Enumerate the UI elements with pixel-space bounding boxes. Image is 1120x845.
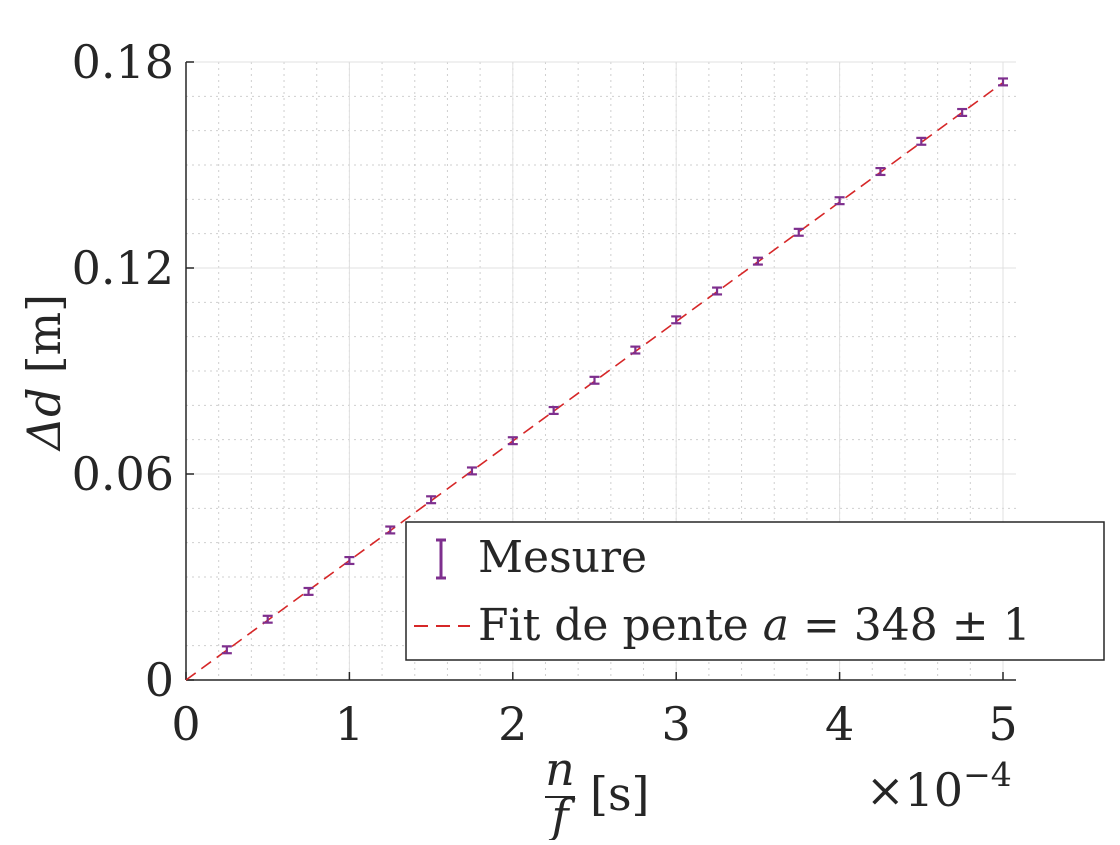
y-tick-label: 0	[145, 653, 174, 707]
y-label-symbol: Δd	[17, 387, 71, 452]
measure-point	[507, 436, 518, 446]
x-tick-label: 2	[498, 697, 527, 751]
measure-point	[834, 196, 845, 206]
y-label-unit: [m]	[17, 294, 71, 374]
measure-point	[548, 405, 559, 416]
measure-series	[221, 77, 1008, 655]
y-tick-label: 0.18	[72, 35, 174, 89]
measure-point	[752, 256, 763, 266]
x-tick-label: 4	[825, 697, 854, 751]
measure-point	[793, 227, 804, 237]
x-label-numerator: n	[545, 742, 575, 796]
measure-point	[466, 466, 477, 476]
svg-text:Δd[m]: Δd [m]	[17, 294, 71, 452]
fit-line	[185, 81, 1004, 681]
x-tick-labels: 0 1 2 3 4 5	[171, 697, 1017, 751]
x-tick-label: 5	[988, 697, 1017, 751]
legend: Mesure Fit de pente a = 348 ± 1	[405, 521, 1105, 661]
measure-point	[998, 77, 1008, 87]
legend-label-mesure: Mesure	[478, 532, 647, 583]
y-axis-label: Δd [m]	[17, 294, 71, 452]
x-tick-label: 1	[335, 697, 364, 751]
measure-point	[426, 495, 437, 505]
measure-point	[916, 136, 927, 146]
measure-point	[957, 107, 968, 118]
measure-point	[589, 375, 600, 385]
legend-marker-mesure	[436, 538, 446, 580]
x-multiplier-exponent: −4	[963, 755, 1012, 794]
x-tick-label: 3	[662, 697, 691, 751]
measure-point	[344, 555, 355, 566]
measure-point	[712, 286, 723, 296]
measure-point	[630, 345, 641, 355]
y-tick-labels: 0 0.06 0.12 0.18	[72, 35, 174, 707]
x-label-unit: [s]	[590, 767, 650, 821]
fit-line-series	[185, 81, 1004, 681]
measure-point	[262, 614, 273, 624]
measure-point	[875, 166, 886, 177]
measure-point	[221, 645, 232, 655]
y-tick-label: 0.12	[72, 241, 174, 295]
measure-point	[303, 586, 314, 596]
x-tick-label: 0	[171, 697, 200, 751]
measure-point	[385, 525, 396, 535]
y-tick-label: 0.06	[72, 447, 174, 501]
legend-label-fit: Fit de pente a = 348 ± 1	[478, 600, 1031, 651]
measure-point	[671, 315, 682, 325]
x-axis-label: n f [s]	[545, 742, 650, 843]
legend-box	[405, 521, 1105, 661]
x-multiplier: ×10−4	[866, 755, 1012, 817]
